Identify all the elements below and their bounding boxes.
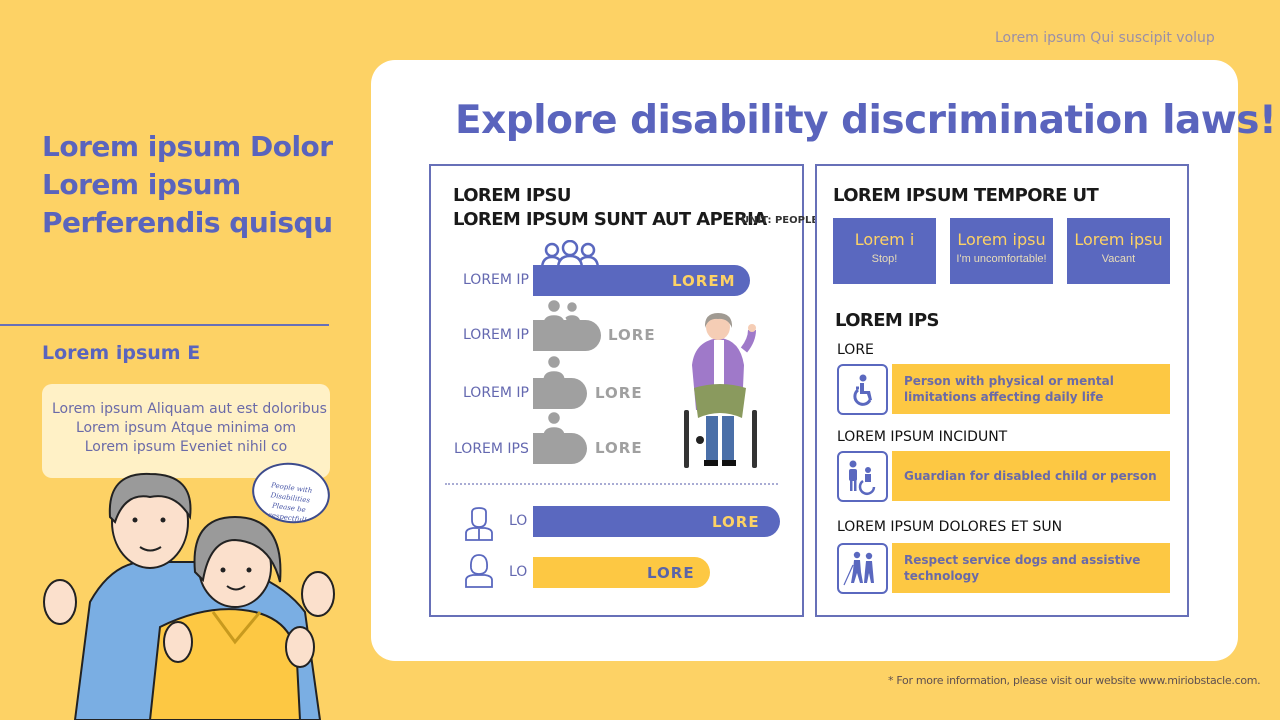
bar-value: LORE: [608, 326, 656, 344]
couple-illustration: [43, 472, 335, 720]
row-label: LO: [509, 513, 528, 529]
guardian-wheelchair-icon: [849, 460, 876, 495]
item-label: LORE: [837, 342, 874, 358]
row-label: LOREM IP: [463, 327, 529, 343]
left-title: Lorem ipsum Dolor Lorem ipsum Perferendi…: [42, 130, 333, 239]
bar-value: LORE: [712, 513, 760, 531]
info-heading: LOREM IPSUM TEMPORE UT: [833, 185, 1099, 206]
man-icon: [465, 507, 493, 541]
row-label: LO: [509, 564, 528, 580]
stats-heading-line1: LOREM IPSU: [453, 185, 572, 206]
bar-value: LORE: [595, 439, 643, 457]
left-subtitle: Lorem ipsum E: [42, 342, 201, 364]
icon-box: [837, 364, 888, 415]
unit-label: UNIT: PEOPLE: [741, 215, 819, 226]
info-bar: Respect service dogs and assistive techn…: [892, 543, 1170, 593]
icon-box: [837, 543, 888, 594]
item-label: LOREM IPSUM INCIDUNT: [837, 429, 1008, 445]
sign-stop: Lorem i Stop!: [833, 218, 936, 284]
left-divider: [0, 324, 329, 326]
bar: [533, 506, 780, 537]
blind-guide-icon: [843, 551, 874, 586]
bar-value: LOREM: [672, 272, 736, 290]
icon-box: [837, 451, 888, 502]
wheelchair-icon: [853, 374, 872, 406]
top-caption: Lorem ipsum Qui suscipit volup: [995, 30, 1215, 46]
row-label: LOREM IPS: [454, 441, 529, 457]
info-bar: Guardian for disabled child or person: [892, 451, 1170, 501]
row-label: LOREM IP: [463, 272, 529, 288]
sign-uncomfortable: Lorem ipsu I'm uncomfortable!: [950, 218, 1053, 284]
info-bar: Person with physical or mental limitatio…: [892, 364, 1170, 414]
item-label: LOREM IPSUM DOLORES ET SUN: [837, 519, 1063, 535]
row-label: LOREM IP: [463, 385, 529, 401]
footer-note: * For more information, please visit our…: [888, 674, 1261, 687]
bar: [533, 320, 601, 351]
wheelchair-user-illustration: [684, 313, 757, 468]
sign-vacant: Lorem ipsu Vacant: [1067, 218, 1170, 284]
woman-icon: [465, 554, 493, 588]
left-info-box: Lorem ipsum Aliquam aut est doloribus Lo…: [42, 384, 330, 478]
dotted-divider: [445, 483, 778, 485]
bar-value: LORE: [595, 384, 643, 402]
stats-heading-line2: LOREM IPSUM SUNT AUT APERIA: [453, 209, 767, 230]
bar: [533, 265, 750, 296]
bar: [533, 433, 587, 464]
bar-value: LORE: [647, 564, 695, 582]
section-heading: LOREM IPS: [835, 310, 940, 331]
bar: [533, 378, 587, 409]
bar: [533, 557, 710, 588]
main-title: Explore disability discrimination laws!: [455, 98, 1277, 143]
